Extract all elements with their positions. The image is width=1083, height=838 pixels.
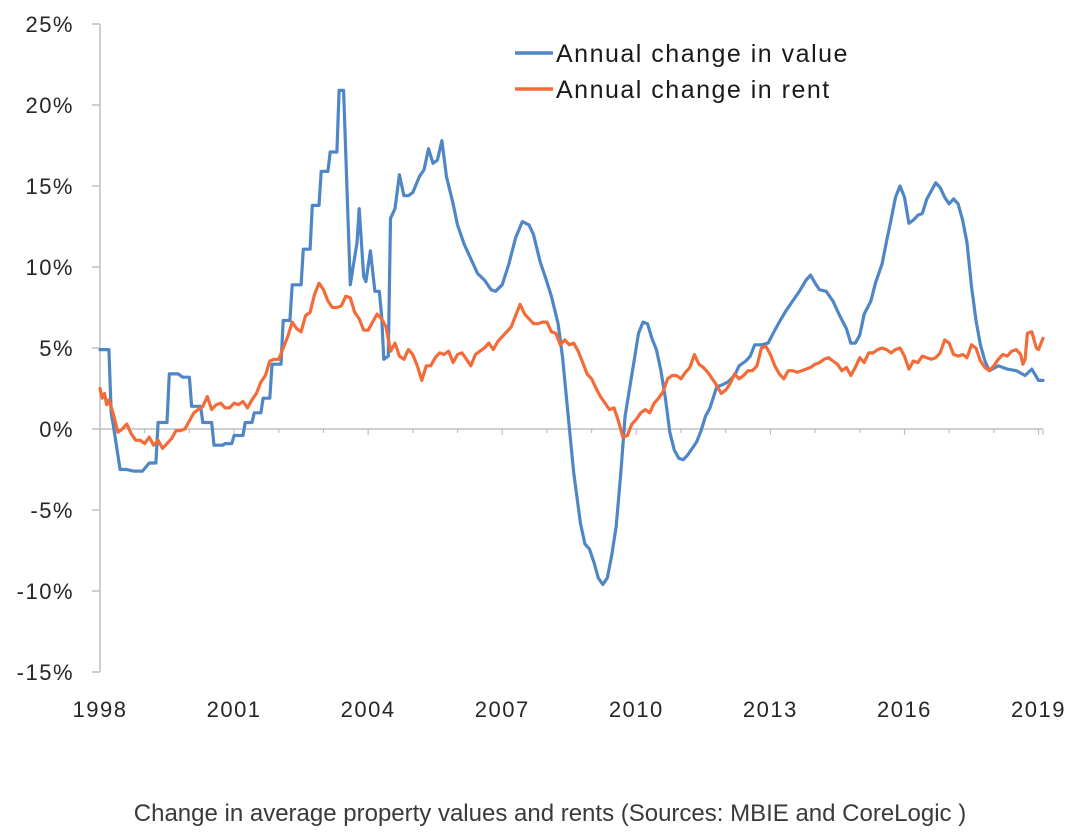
y-tick-label: -10% xyxy=(17,579,74,604)
figure-caption: Change in average property values and re… xyxy=(133,800,967,827)
chart-tick-labels: 25% 20% 15% 10% 5% 0% -5% -10% -15% 1998 2001 2004 2… xyxy=(17,12,1066,722)
series-line-value xyxy=(98,88,1045,587)
y-tick-label: -15% xyxy=(17,660,74,685)
legend-label-rent: Annual change in rent xyxy=(556,76,831,104)
y-tick-label: 5% xyxy=(39,336,74,361)
x-tick-label: 2010 xyxy=(609,697,664,722)
y-tick-label: 20% xyxy=(25,93,74,118)
y-tick-label: 0% xyxy=(39,417,74,442)
chart-legend: Annual change in value Annual change in r… xyxy=(515,40,849,104)
y-tick-label: 15% xyxy=(25,174,74,199)
y-tick-label: 10% xyxy=(25,255,74,280)
y-tick-label: -5% xyxy=(30,498,74,523)
x-tick-label: 2004 xyxy=(341,697,396,722)
x-tick-label: 2016 xyxy=(877,697,932,722)
legend-label-value: Annual change in value xyxy=(556,40,849,68)
x-tick-label: 2019 xyxy=(1011,697,1066,722)
chart-series xyxy=(98,88,1045,587)
x-tick-label: 2001 xyxy=(207,697,262,722)
series-line-rent xyxy=(98,281,1045,450)
line-chart: 25% 20% 15% 10% 5% 0% -5% -10% -15% 1998 2001 2004 2… xyxy=(17,12,1066,722)
x-tick-label: 2013 xyxy=(743,697,798,722)
x-tick-label: 2007 xyxy=(475,697,530,722)
x-tick-label: 1998 xyxy=(73,697,128,722)
y-tick-label: 25% xyxy=(25,12,74,37)
